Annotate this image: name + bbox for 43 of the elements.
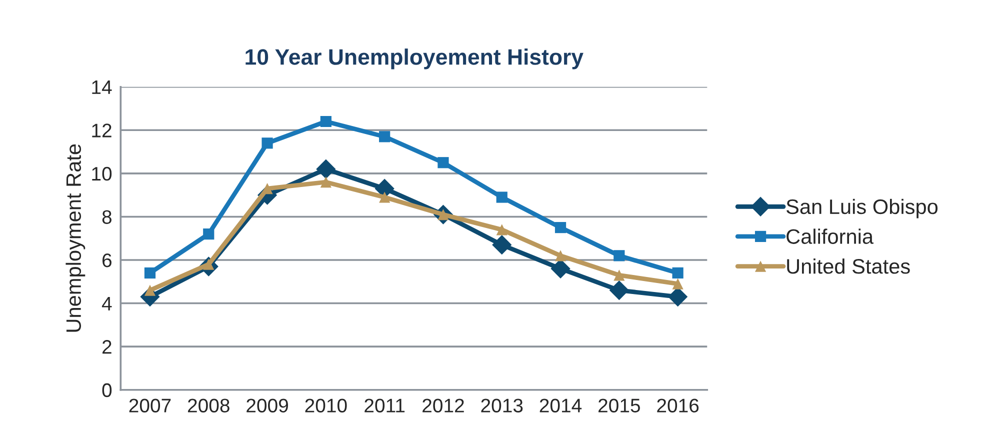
point <box>672 278 684 290</box>
x-tick-label: 2009 <box>246 398 288 412</box>
point <box>203 228 214 240</box>
y-axis-title: Unemployment Rate <box>66 144 86 332</box>
point <box>316 159 336 179</box>
point <box>144 284 156 296</box>
y-tick-label: 12 <box>92 124 112 138</box>
legend-label: California <box>786 228 874 244</box>
x-tick-label: 2013 <box>481 398 523 412</box>
legend-label: United States <box>787 258 910 274</box>
x-tick-label: 2014 <box>540 398 582 412</box>
y-tick-label: 10 <box>92 166 112 181</box>
point <box>262 138 273 149</box>
x-tick-label: 2007 <box>129 398 171 412</box>
point <box>609 280 629 300</box>
y-tick-label: 4 <box>102 296 112 310</box>
point <box>672 267 684 279</box>
x-tick-label: 2012 <box>422 398 464 412</box>
x-tick-label: 2016 <box>657 398 699 412</box>
point <box>496 224 508 236</box>
x-tick-label: 2011 <box>364 398 405 412</box>
point <box>554 250 566 262</box>
chart-title: 10 Year Unemployement History <box>246 48 584 70</box>
point <box>320 176 332 188</box>
point <box>492 235 512 255</box>
y-tick-label: 0 <box>102 383 112 398</box>
y-tick-label: 14 <box>92 80 112 94</box>
y-tick-label: 2 <box>102 340 112 354</box>
x-tick-label: 2008 <box>188 398 230 412</box>
x-tick-label: 2015 <box>598 398 640 412</box>
point <box>144 267 156 279</box>
point <box>379 192 390 203</box>
y-tick-label: 6 <box>102 253 112 268</box>
point <box>438 157 449 168</box>
x-tick-label: 2010 <box>305 398 347 412</box>
point <box>614 250 625 262</box>
point <box>379 131 390 142</box>
y-tick-label: 8 <box>102 210 112 224</box>
legend-label: San Luis Obispo <box>786 198 938 218</box>
point <box>320 116 332 128</box>
point <box>554 222 566 234</box>
point <box>496 192 508 203</box>
point <box>614 270 625 281</box>
